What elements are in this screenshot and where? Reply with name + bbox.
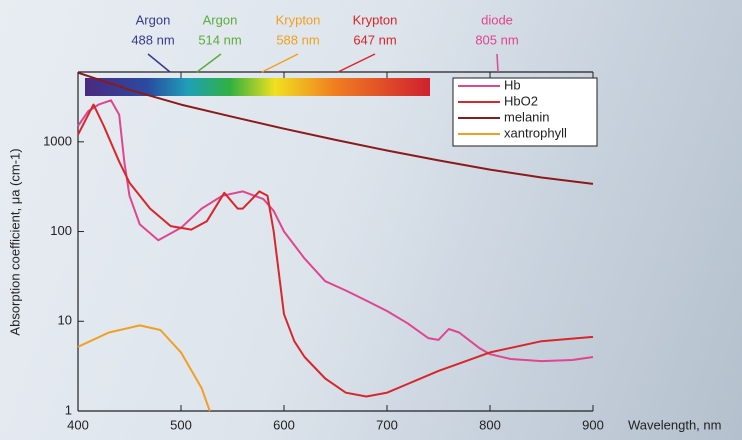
legend-label: melanin [504,109,550,124]
laser-wavelength: 805 nm [475,32,518,47]
laser-pointer [496,53,499,73]
series-line [77,71,594,185]
laser-wavelength: 488 nm [131,32,174,47]
laser-name: Krypton [353,12,398,27]
laser-pointer [147,53,171,73]
y-tick-label: 1000 [43,133,72,148]
laser-name: diode [481,12,513,27]
x-tick-label: 900 [582,417,604,432]
legend-label: HbO2 [504,93,538,108]
x-tick-label: 800 [479,417,501,432]
laser-pointer [196,53,222,73]
x-axis-label: Wavelength, nm [628,417,721,432]
y-axis-label: Absorption coefficient, μa (cm-1) [7,148,22,335]
spectrum-bar [85,78,430,96]
series-line [77,324,211,412]
x-tick-label: 700 [376,417,398,432]
laser-wavelength: 647 nm [353,32,396,47]
x-tick-label: 600 [273,417,295,432]
legend-label: Hb [504,77,521,92]
x-tick-label: 500 [170,417,192,432]
y-tick-label: 100 [50,223,72,238]
y-tick-label: 10 [58,313,72,328]
laser-pointer [261,53,299,73]
laser-name: Krypton [276,12,321,27]
x-tick-label: 400 [67,417,89,432]
y-tick-label: 1 [65,402,72,417]
laser-name: Argon [203,12,238,27]
series-line [77,103,594,398]
laser-pointer [337,53,376,73]
series-line [77,99,594,363]
laser-wavelength: 514 nm [198,32,241,47]
legend-label: xantrophyll [504,125,567,140]
laser-wavelength: 588 nm [276,32,319,47]
laser-name: Argon [136,12,171,27]
